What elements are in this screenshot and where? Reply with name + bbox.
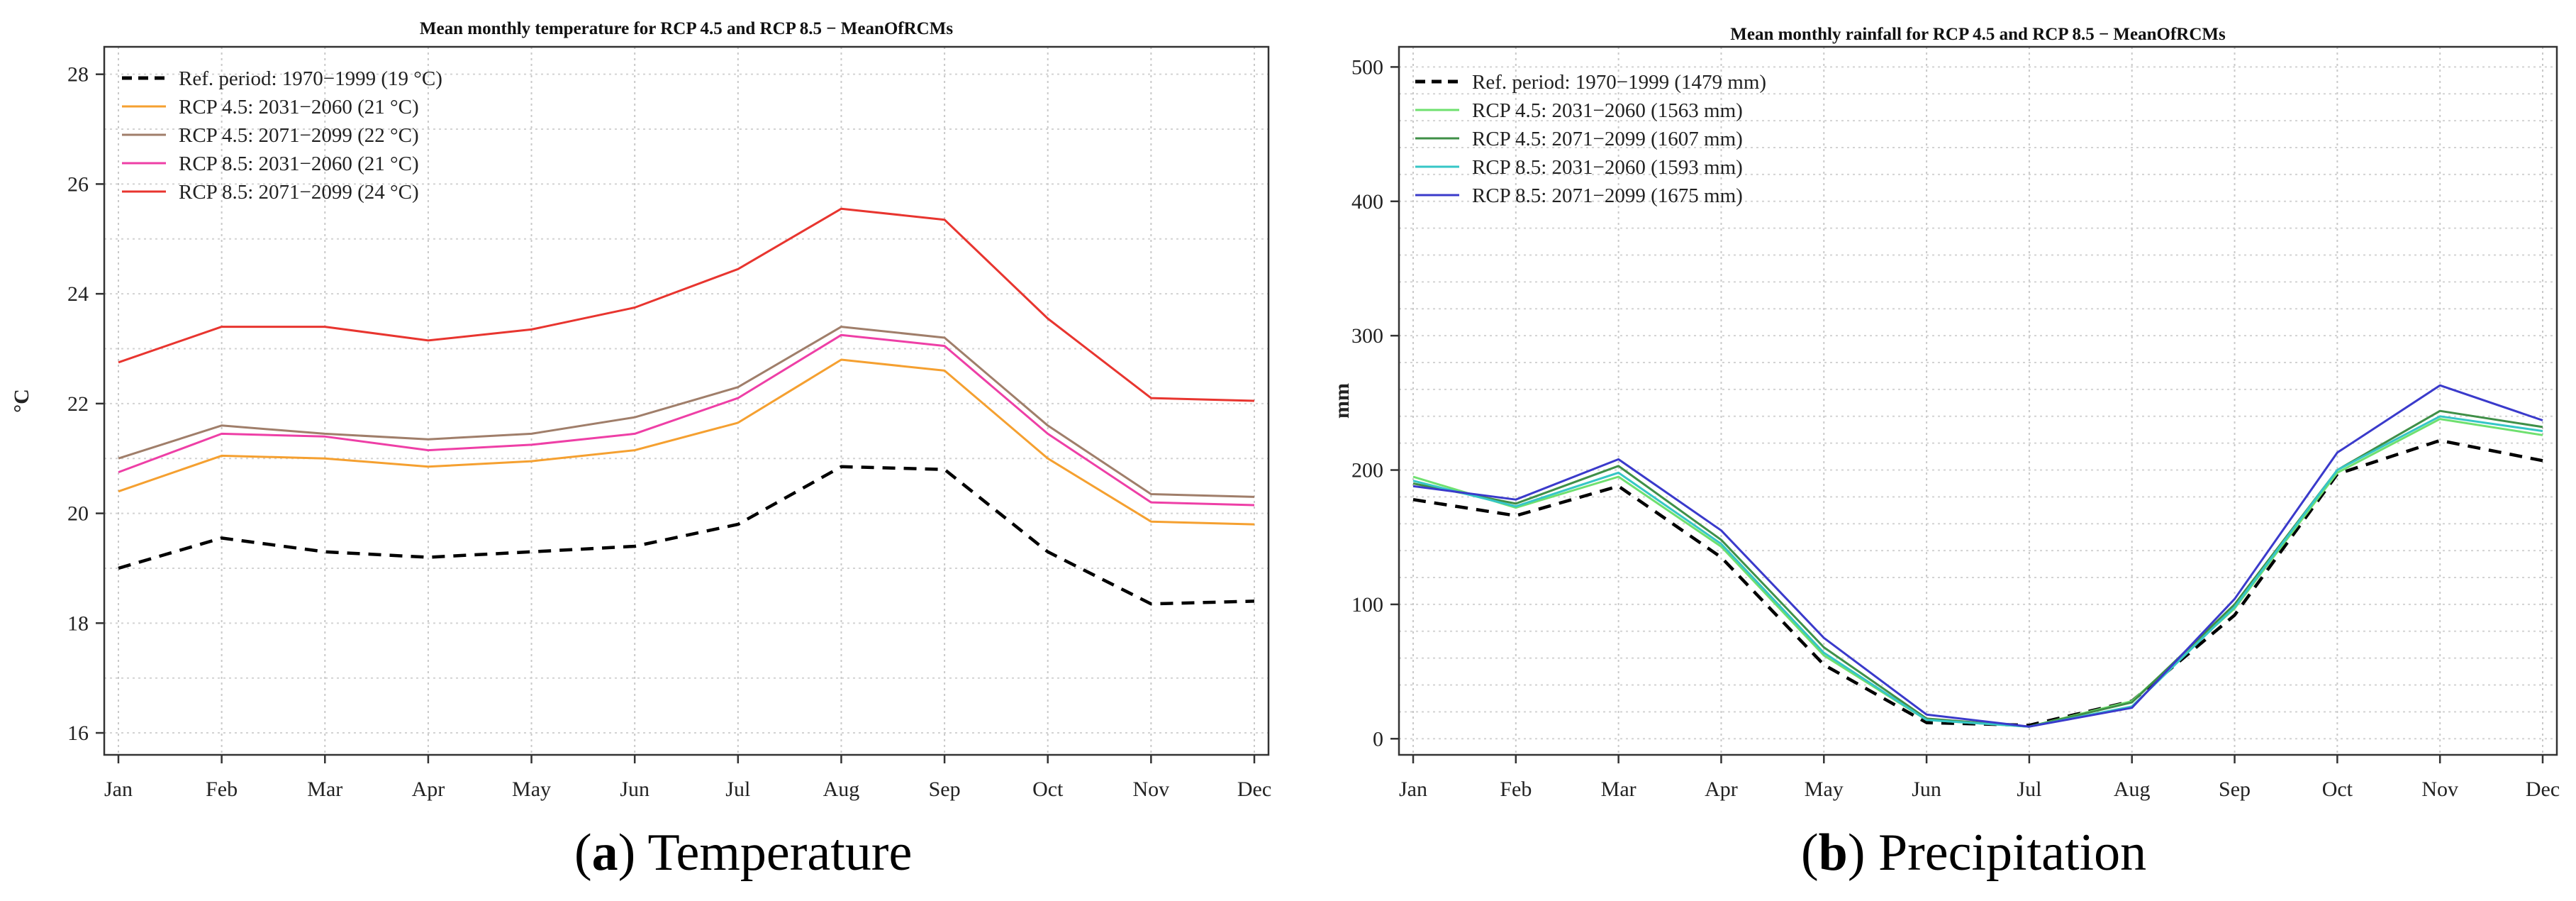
x-tick-label: Jan: [104, 778, 133, 801]
x-tick-label: Jun: [1912, 778, 1941, 801]
x-tick-label: Jan: [1399, 778, 1427, 801]
y-tick-label: 16: [67, 722, 89, 745]
grid-lines: [104, 47, 1269, 755]
legend-label-2: RCP 4.5: 2071−2099 (22 °C): [179, 124, 419, 147]
series-line-2: [1412, 409, 2543, 728]
legend-label-4: RCP 8.5: 2071−2099 (24 °C): [179, 181, 419, 204]
legend-label-0: Ref. period: 1970−1999 (1479 mm): [1472, 71, 1766, 94]
chart-title: Mean monthly rainfall for RCP 4.5 and RC…: [1730, 25, 2226, 44]
series-line-0: [1412, 438, 2543, 727]
legend-label-1: RCP 4.5: 2031−2060 (21 °C): [179, 96, 419, 118]
x-tick-label: Jul: [725, 778, 750, 801]
series-line-4: [118, 207, 1255, 402]
y-tick-label: 100: [1351, 593, 1383, 617]
x-tick-label: Apr: [1705, 778, 1738, 801]
y-tick-label: 28: [67, 63, 89, 87]
y-tick-label: 0: [1373, 727, 1383, 751]
x-tick-label: Nov: [2421, 778, 2458, 801]
x-tick-label: Apr: [412, 778, 445, 801]
precipitation-chart: Mean monthly rainfall for RCP 4.5 and RC…: [1330, 25, 2560, 801]
y-tick-label: 22: [67, 392, 89, 416]
x-tick-label: Jul: [2017, 778, 2041, 801]
x-tick-label: Mar: [1601, 778, 1637, 801]
legend-label-4: RCP 8.5: 2071−2099 (1675 mm): [1472, 184, 1743, 207]
series-line-2: [118, 326, 1255, 498]
caption-precipitation: (b) Precipitation: [1801, 824, 2147, 882]
series-line-4: [1412, 384, 2543, 728]
series-line-0: [118, 465, 1255, 606]
x-tick-label: Aug: [2114, 778, 2151, 801]
x-tick-label: Nov: [1133, 778, 1170, 801]
legend-label-3: RCP 8.5: 2031−2060 (1593 mm): [1472, 156, 1743, 179]
y-tick-label: 500: [1351, 55, 1383, 79]
x-tick-label: Mar: [307, 778, 342, 801]
temperature-chart: Mean monthly temperature for RCP 4.5 and…: [10, 19, 1271, 801]
caption-text-temperature: Temperature: [647, 824, 913, 882]
y-tick-label: 200: [1351, 459, 1383, 482]
legend: Ref. period: 1970−1999 (19 °C) RCP 4.5: 2…: [122, 67, 442, 204]
series-line-3: [1412, 415, 2543, 728]
grid-lines: [1399, 47, 2557, 755]
x-tick-label: Oct: [2322, 778, 2353, 801]
x-tick-label: Feb: [206, 778, 238, 801]
x-tick-label: Sep: [929, 778, 961, 801]
caption-text-precipitation: Precipitation: [1878, 824, 2147, 882]
series-line-3: [118, 333, 1255, 507]
x-tick-label: Dec: [2526, 778, 2560, 801]
x-tick-label: Dec: [1237, 778, 1271, 801]
series-line-1: [1412, 418, 2543, 728]
y-tick-label: 400: [1351, 190, 1383, 214]
x-tick-label: Aug: [823, 778, 860, 801]
legend-label-1: RCP 4.5: 2031−2060 (1563 mm): [1472, 99, 1743, 122]
y-tick-label: 300: [1351, 324, 1383, 348]
plot-frame: [1398, 45, 2558, 756]
y-axis-label: mm: [1330, 383, 1354, 419]
plot-frame: [103, 45, 1270, 756]
caption-temperature: (a) Temperature: [574, 824, 913, 882]
y-tick-label: 24: [67, 282, 89, 306]
legend: Ref. period: 1970−1999 (1479 mm) RCP 4.5:…: [1415, 71, 1766, 207]
y-tick-label: 18: [67, 612, 89, 635]
legend-label-0: Ref. period: 1970−1999 (19 °C): [179, 67, 442, 90]
series-line-1: [118, 358, 1255, 526]
y-tick-label: 20: [67, 502, 89, 526]
caption-letter-b: b: [1818, 824, 1848, 882]
caption-letter-a: a: [591, 824, 618, 882]
x-tick-label: Feb: [1500, 778, 1532, 801]
y-tick-label: 26: [67, 172, 89, 196]
x-tick-label: Oct: [1032, 778, 1064, 801]
x-tick-label: Sep: [2219, 778, 2251, 801]
legend-label-2: RCP 4.5: 2071−2099 (1607 mm): [1472, 128, 1743, 150]
x-tick-label: Jun: [620, 778, 649, 801]
x-tick-label: May: [512, 778, 551, 801]
legend-label-3: RCP 8.5: 2031−2060 (21 °C): [179, 153, 419, 175]
y-axis-label: °C: [10, 389, 33, 413]
x-tick-label: May: [1805, 778, 1844, 801]
chart-title: Mean monthly temperature for RCP 4.5 and…: [420, 19, 953, 38]
